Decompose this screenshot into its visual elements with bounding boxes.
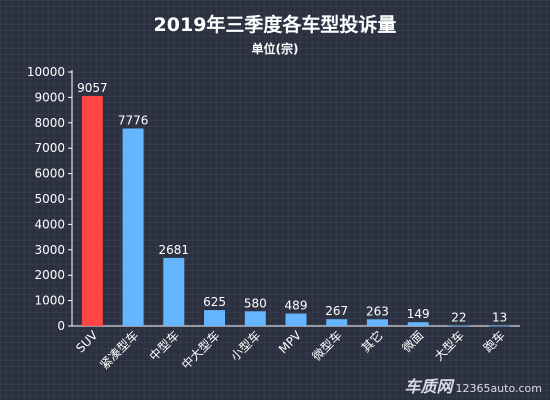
y-tick-label: 6000 [34, 167, 65, 181]
category-label-2: 中型车 [146, 328, 182, 364]
y-tick-label: 1000 [34, 294, 65, 308]
value-label-4: 580 [244, 296, 267, 310]
y-tick-label: 2000 [34, 268, 65, 282]
category-label-8: 微面 [399, 328, 426, 355]
category-label-3: 中大型车 [178, 328, 223, 373]
y-tick-label: 4000 [34, 217, 65, 231]
value-label-7: 263 [366, 304, 389, 318]
bar-10 [489, 325, 511, 327]
y-tick-label: 3000 [34, 243, 65, 257]
value-label-8: 149 [407, 307, 430, 321]
watermark-brand: 车质网 [404, 377, 453, 396]
bar-3 [204, 310, 226, 326]
chart-title: 2019年三季度各车型投诉量 [153, 14, 397, 36]
y-tick-label: 5000 [34, 192, 65, 206]
bar-8 [407, 322, 429, 326]
bar-6 [326, 319, 348, 326]
category-label-1: 紧凑型车 [97, 328, 142, 373]
y-tick-label: 9000 [34, 90, 65, 104]
bar-0 [81, 95, 103, 326]
bar-1 [122, 128, 144, 326]
category-label-5: MPV [276, 328, 305, 357]
bar-7 [366, 319, 388, 326]
watermark-site: 12365auto.com [455, 382, 542, 395]
category-label-0: SUV [73, 328, 101, 356]
value-label-6: 267 [325, 304, 348, 318]
watermark-logo: 车质网 12365auto.com [404, 373, 542, 397]
bar-2 [163, 257, 185, 326]
category-label-10: 跑车 [480, 328, 508, 356]
bar-4 [244, 311, 266, 326]
value-label-3: 625 [203, 295, 226, 309]
value-label-0: 9057 [77, 81, 108, 95]
category-label-4: 小型车 [227, 328, 263, 364]
value-label-5: 489 [285, 299, 308, 313]
value-label-2: 2681 [159, 243, 190, 257]
y-tick-label: 7000 [34, 141, 65, 155]
category-label-6: 微型车 [309, 328, 345, 364]
category-label-7: 其它 [358, 328, 386, 356]
value-label-1: 7776 [118, 113, 149, 127]
value-label-9: 22 [451, 310, 466, 324]
value-label-10: 13 [492, 311, 507, 325]
category-label-9: 大型车 [431, 328, 467, 364]
bar-5 [285, 313, 307, 326]
bar-9 [448, 325, 470, 327]
y-tick-label: 10000 [27, 65, 65, 79]
chart-unit-label: 单位(宗) [251, 42, 299, 56]
y-tick-label: 0 [57, 319, 65, 333]
y-tick-label: 8000 [34, 116, 65, 130]
